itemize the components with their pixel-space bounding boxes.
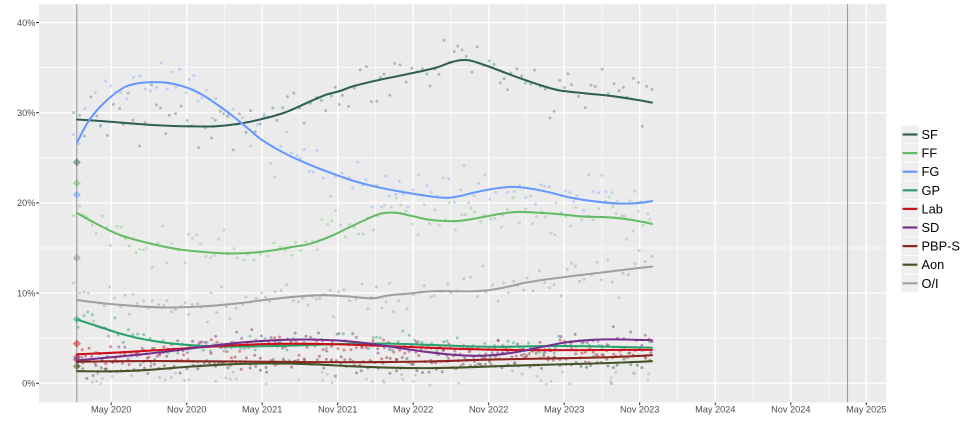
svg-text:May 2020: May 2020 xyxy=(91,405,131,415)
svg-text:Lab: Lab xyxy=(922,201,943,216)
svg-text:0%: 0% xyxy=(22,379,35,389)
svg-text:40%: 40% xyxy=(17,18,35,28)
svg-text:May 2024: May 2024 xyxy=(695,405,735,415)
svg-text:FG: FG xyxy=(922,164,940,179)
svg-text:Nov 2024: Nov 2024 xyxy=(771,405,810,415)
svg-text:10%: 10% xyxy=(17,288,35,298)
svg-text:O/I: O/I xyxy=(922,276,939,291)
svg-text:GP: GP xyxy=(922,183,941,198)
svg-text:20%: 20% xyxy=(17,198,35,208)
svg-text:30%: 30% xyxy=(17,108,35,118)
svg-text:FF: FF xyxy=(922,146,938,161)
svg-text:SD: SD xyxy=(922,220,940,235)
svg-text:May 2022: May 2022 xyxy=(393,405,433,415)
svg-text:Nov 2021: Nov 2021 xyxy=(318,405,357,415)
svg-text:SF: SF xyxy=(922,127,939,142)
svg-text:May 2023: May 2023 xyxy=(544,405,584,415)
svg-text:Nov 2020: Nov 2020 xyxy=(167,405,206,415)
svg-text:May 2025: May 2025 xyxy=(846,405,886,415)
svg-text:May 2021: May 2021 xyxy=(242,405,282,415)
svg-text:PBP-S: PBP-S xyxy=(922,239,960,254)
svg-text:Nov 2022: Nov 2022 xyxy=(469,405,508,415)
svg-text:Nov 2023: Nov 2023 xyxy=(620,405,659,415)
svg-text:Aon: Aon xyxy=(922,257,945,272)
